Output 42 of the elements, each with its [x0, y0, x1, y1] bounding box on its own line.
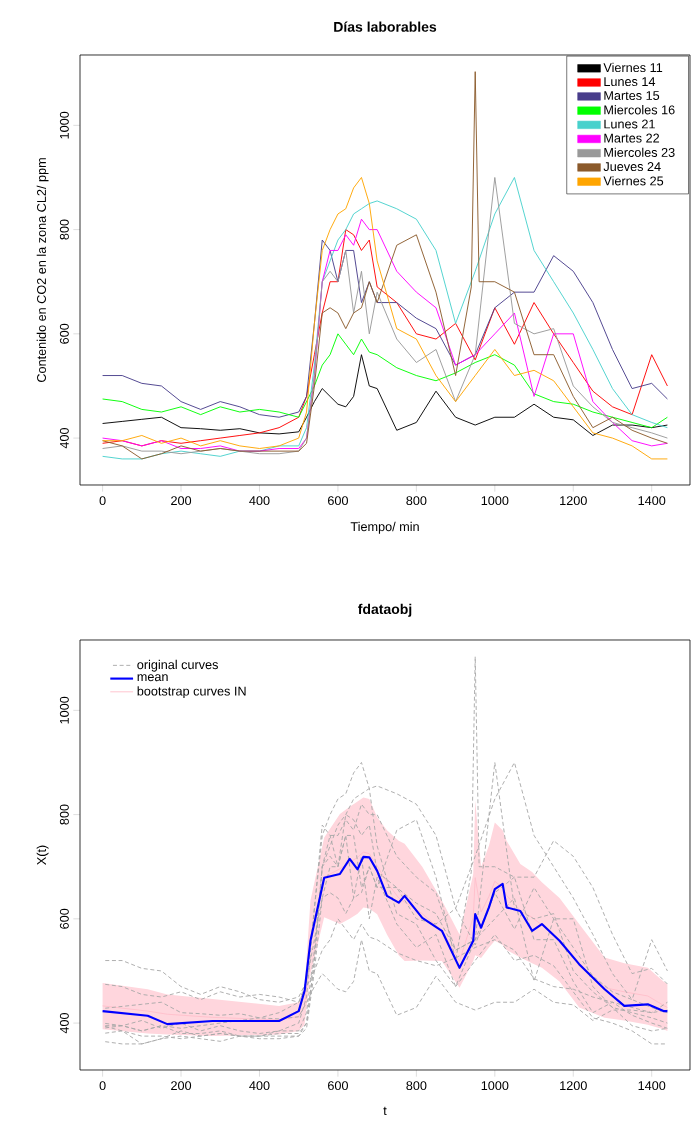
x-axis-title: Tiempo/ min	[350, 521, 419, 534]
y-tick-label: 400	[59, 1013, 69, 1034]
x-tick-label: 1000	[481, 496, 509, 506]
x-tick-label: 1000	[481, 1081, 509, 1091]
legend-label: Miercoles 23	[604, 147, 675, 157]
legend-label: bootstrap curves IN	[137, 686, 246, 699]
x-tick-label: 0	[99, 496, 106, 506]
chart-title: Días laborables	[334, 21, 437, 32]
y-axis-title: Contenido en CO2 en la zona CL2/ ppm	[36, 158, 49, 383]
legend-label: Miercoles 16	[604, 105, 675, 115]
legend-label: Lunes 14	[604, 77, 656, 87]
x-tick-label: 0	[99, 1081, 106, 1091]
legend-label: Lunes 21	[604, 119, 655, 129]
x-tick-label: 1200	[560, 1081, 587, 1091]
legend-label: original curves	[137, 659, 218, 672]
legend-label: Martes 15	[604, 91, 660, 100]
x-tick-label: 1200	[560, 496, 587, 506]
x-tick-label: 400	[249, 496, 270, 506]
legend-label: mean	[137, 674, 168, 682]
x-tick-label: 1400	[638, 496, 666, 506]
legend-label: Viernes 25	[603, 176, 664, 186]
legend-label: Jueves 24	[603, 162, 661, 172]
chart-title: fdataobj	[358, 603, 412, 617]
x-tick-label: 800	[406, 496, 427, 506]
y-tick-label: 800	[59, 804, 69, 825]
x-tick-label: 600	[328, 496, 348, 506]
y-tick-label: 600	[59, 908, 69, 929]
y-axis-title: X(t)	[36, 845, 49, 865]
y-tick-label: 1000	[59, 111, 69, 139]
x-tick-label: 600	[328, 1081, 348, 1091]
x-tick-label: 200	[171, 1081, 192, 1091]
x-tick-label: 800	[406, 1081, 427, 1091]
y-tick-label: 600	[59, 323, 69, 344]
x-tick-label: 1400	[638, 1081, 666, 1091]
y-tick-label: 800	[59, 219, 69, 240]
x-axis-title: t	[383, 1106, 387, 1116]
x-tick-label: 400	[249, 1081, 270, 1091]
y-tick-label: 400	[59, 428, 69, 449]
legend-label: Martes 22	[604, 133, 660, 143]
x-tick-label: 200	[171, 496, 192, 506]
legend-label: Viernes 11	[603, 62, 663, 73]
y-tick-label: 1000	[59, 696, 69, 724]
